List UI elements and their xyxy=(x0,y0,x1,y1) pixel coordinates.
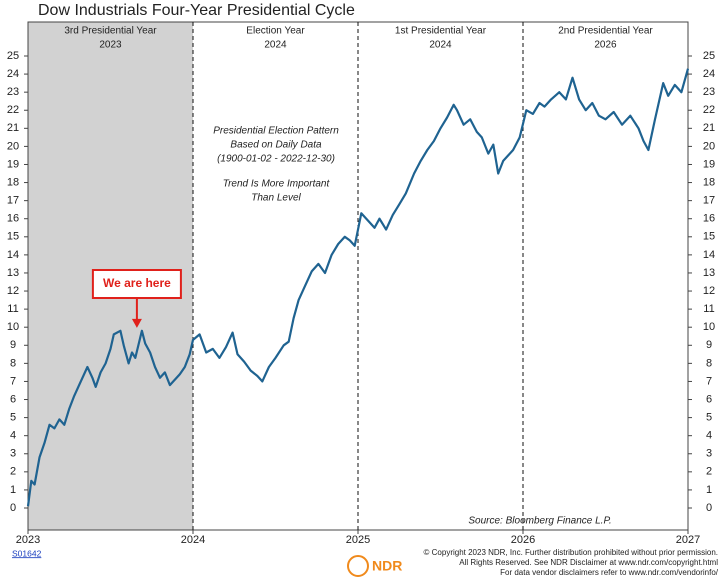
y2-tick-label: 21 xyxy=(703,122,715,134)
y2-tick-label: 13 xyxy=(703,267,715,279)
y-tick-label: 9 xyxy=(10,339,16,351)
y2-tick-label: 8 xyxy=(706,357,712,369)
y-tick-label: 7 xyxy=(10,375,16,387)
note: Presidential Election Pattern xyxy=(213,126,339,137)
period-title: 1st Presidential Year xyxy=(395,26,487,37)
y-tick-label: 14 xyxy=(7,249,19,261)
y2-tick-label: 6 xyxy=(706,393,712,405)
y-tick-label: 8 xyxy=(10,357,16,369)
note: Trend Is More Important xyxy=(223,179,331,190)
logo: NDR xyxy=(347,555,402,577)
x-tick-label: 2027 xyxy=(676,534,700,546)
logo-icon xyxy=(347,555,369,577)
y2-tick-label: 11 xyxy=(703,303,714,315)
period-title: 2nd Presidential Year xyxy=(558,26,653,37)
y-tick-label: 13 xyxy=(7,267,19,279)
y2-tick-label: 4 xyxy=(706,430,712,442)
y2-tick-label: 19 xyxy=(703,158,715,170)
y-tick-label: 18 xyxy=(7,176,19,188)
y2-tick-label: 1 xyxy=(706,484,712,496)
y-tick-label: 11 xyxy=(7,303,18,315)
period-year: 2024 xyxy=(264,40,287,51)
y-tick-label: 4 xyxy=(10,430,16,442)
logo-text: NDR xyxy=(372,558,402,574)
y2-tick-label: 15 xyxy=(703,231,715,243)
y-tick-label: 3 xyxy=(10,448,16,460)
y2-tick-label: 5 xyxy=(706,412,712,424)
y-tick-label: 10 xyxy=(7,321,19,333)
y-tick-label: 2 xyxy=(10,466,16,478)
y-tick-label: 20 xyxy=(7,140,19,152)
period-year: 2023 xyxy=(99,40,122,51)
y2-tick-label: 18 xyxy=(703,176,715,188)
y2-tick-label: 12 xyxy=(703,285,715,297)
footer-line: All Rights Reserved. See NDR Disclaimer … xyxy=(459,558,718,567)
note: Than Level xyxy=(251,193,301,204)
y-tick-label: 22 xyxy=(7,104,19,116)
y2-tick-label: 22 xyxy=(703,104,715,116)
y-tick-label: 17 xyxy=(7,195,19,207)
annotation-arrowhead xyxy=(131,318,142,328)
note: (1900-01-02 - 2022-12-30) xyxy=(217,154,335,165)
period-title: Election Year xyxy=(246,26,305,37)
period-title: 3rd Presidential Year xyxy=(64,26,157,37)
chart-code: S01642 xyxy=(12,548,42,558)
source: Source: Bloomberg Finance L.P. xyxy=(468,516,611,527)
note: Based on Daily Data xyxy=(230,140,322,151)
annotation-box xyxy=(91,269,182,299)
y2-tick-label: 3 xyxy=(706,448,712,460)
y2-tick-label: 14 xyxy=(703,249,715,261)
y-tick-label: 23 xyxy=(7,86,19,98)
annotation-text: We are here xyxy=(103,276,171,290)
footer-line: © Copyright 2023 NDR, Inc. Further distr… xyxy=(424,548,718,557)
y2-tick-label: 9 xyxy=(706,339,712,351)
x-tick-label: 2026 xyxy=(511,534,535,546)
y2-tick-label: 25 xyxy=(703,50,715,62)
y-tick-label: 1 xyxy=(10,484,16,496)
period-year: 2026 xyxy=(594,40,617,51)
y2-tick-label: 20 xyxy=(703,140,715,152)
period-year: 2024 xyxy=(429,40,452,51)
data-line xyxy=(26,68,690,507)
x-tick-label: 2025 xyxy=(346,534,370,546)
y2-tick-label: 2 xyxy=(706,466,712,478)
y-tick-label: 25 xyxy=(7,50,19,62)
footer-line: For data vendor disclaimers refer to www… xyxy=(500,568,719,577)
y-tick-label: 6 xyxy=(10,393,16,405)
y-tick-label: 19 xyxy=(7,158,19,170)
y-tick-label: 0 xyxy=(10,502,16,514)
x-tick-label: 2024 xyxy=(181,534,205,546)
y-tick-label: 24 xyxy=(7,68,19,80)
y2-tick-label: 7 xyxy=(706,375,712,387)
x-tick-label: 2023 xyxy=(16,534,40,546)
y2-tick-label: 23 xyxy=(703,86,715,98)
y2-tick-label: 24 xyxy=(703,68,715,80)
chart-title: Dow Industrials Four-Year Presidential C… xyxy=(38,2,355,19)
y2-tick-label: 10 xyxy=(703,321,715,333)
y-tick-label: 12 xyxy=(7,285,19,297)
y-tick-label: 21 xyxy=(7,122,19,134)
y-tick-label: 15 xyxy=(7,231,19,243)
y2-tick-label: 17 xyxy=(703,195,715,207)
y2-tick-label: 0 xyxy=(706,502,712,514)
y-tick-label: 5 xyxy=(10,412,16,424)
y-tick-label: 16 xyxy=(7,213,19,225)
y2-tick-label: 16 xyxy=(703,213,715,225)
